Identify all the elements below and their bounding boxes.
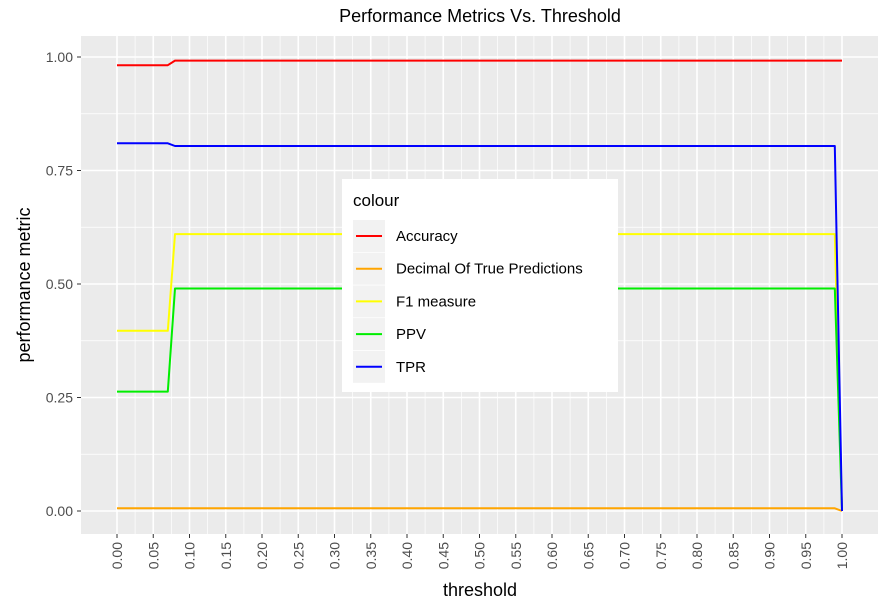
y-tick-label: 0.00 [46,503,73,519]
x-axis-title: threshold [443,580,517,600]
x-axis: 0.00 0.05 0.10 0.15 0.20 0.25 0.30 0.35 0.40 0.45… [109,534,850,569]
x-tick-label: 0.45 [435,542,451,569]
y-tick-label: 0.50 [46,276,73,292]
x-tick-label: 0.05 [145,542,161,569]
legend: colour Accuracy Decimal Of True Predictio… [342,179,618,392]
x-tick-label: 0.40 [399,542,415,569]
y-axis: 0.00 0.25 0.50 0.75 1.00 [46,49,81,519]
x-tick-label: 0.80 [689,542,705,569]
major-gridlines [81,36,878,534]
x-tick-label: 0.55 [508,542,524,569]
y-tick-label: 0.75 [46,163,73,179]
legend-label: TPR [396,359,426,376]
x-tick-label: 0.25 [290,542,306,569]
legend-title: colour [353,191,400,210]
y-tick-label: 0.25 [46,390,73,406]
x-tick-label: 0.60 [544,542,560,569]
x-tick-label: 0.65 [580,542,596,569]
series-line-accuracy [117,59,842,67]
legend-box [342,179,618,392]
y-tick-label: 1.00 [46,49,73,65]
x-tick-label: 0.95 [798,542,814,569]
series-line-f1-measure [117,233,843,512]
x-tick-label: 0.30 [327,542,343,569]
x-tick-label: 0.90 [762,542,778,569]
chart-title: Performance Metrics Vs. Threshold [339,6,621,26]
x-tick-label: 0.20 [254,542,270,569]
x-tick-label: 1.00 [834,542,850,569]
series-line-tpr [117,142,843,512]
legend-label: PPV [396,326,426,343]
x-tick-label: 0.75 [653,542,669,569]
x-tick-label: 0.00 [109,542,125,569]
series-lines [117,59,843,512]
legend-label: F1 measure [396,293,476,310]
legend-label: Accuracy [396,228,458,245]
x-tick-label: 0.35 [363,542,379,569]
legend-items: Accuracy Decimal Of True Predictions F1 me… [353,220,583,383]
legend-label: Decimal Of True Predictions [396,261,583,278]
x-tick-label: 0.10 [182,542,198,569]
series-line-decimal-of-true-predictions [117,507,843,512]
x-tick-label: 0.85 [725,542,741,569]
series-line-ppv [117,287,843,512]
x-tick-label: 0.50 [472,542,488,569]
x-tick-label: 0.70 [617,542,633,569]
y-axis-title: performance metric [14,207,34,362]
x-tick-label: 0.15 [218,542,234,569]
